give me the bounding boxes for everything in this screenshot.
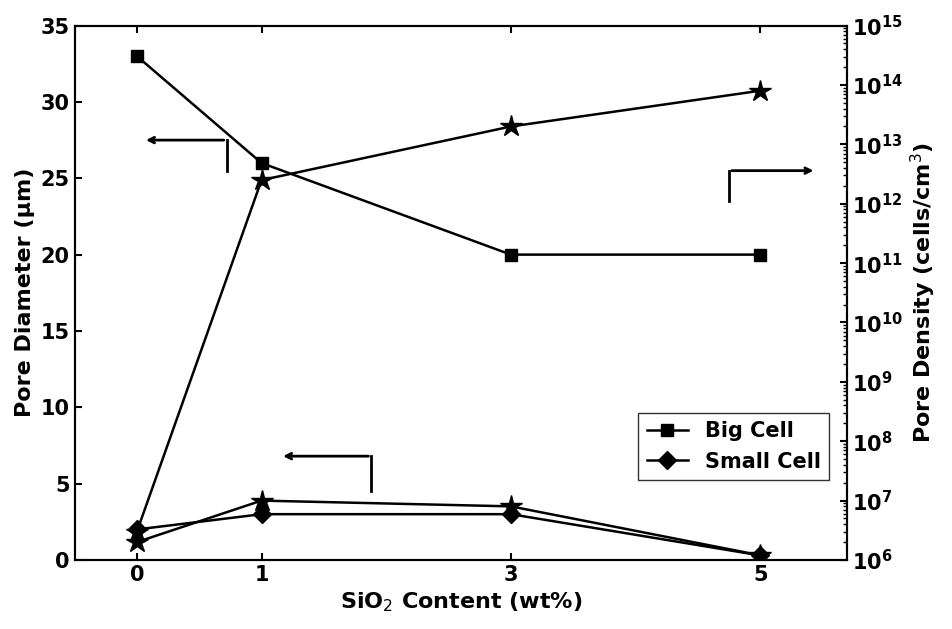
Y-axis label: Pore Density (cells/cm$^3$): Pore Density (cells/cm$^3$)	[908, 142, 937, 443]
Big Cell	[754, 251, 765, 259]
Small Cell	[505, 510, 516, 518]
Small Cell	[754, 552, 765, 559]
Small Cell	[255, 510, 267, 518]
Small Cell	[131, 526, 143, 533]
Line: Small Cell: Small Cell	[130, 508, 765, 562]
Big Cell	[131, 52, 143, 60]
Legend: Big Cell, Small Cell: Big Cell, Small Cell	[638, 413, 828, 480]
Line: Big Cell: Big Cell	[130, 50, 765, 261]
Big Cell	[505, 251, 516, 259]
X-axis label: SiO$_2$ Content (wt%): SiO$_2$ Content (wt%)	[340, 591, 582, 614]
Y-axis label: Pore Diameter (μm): Pore Diameter (μm)	[15, 168, 35, 418]
Big Cell	[255, 159, 267, 167]
